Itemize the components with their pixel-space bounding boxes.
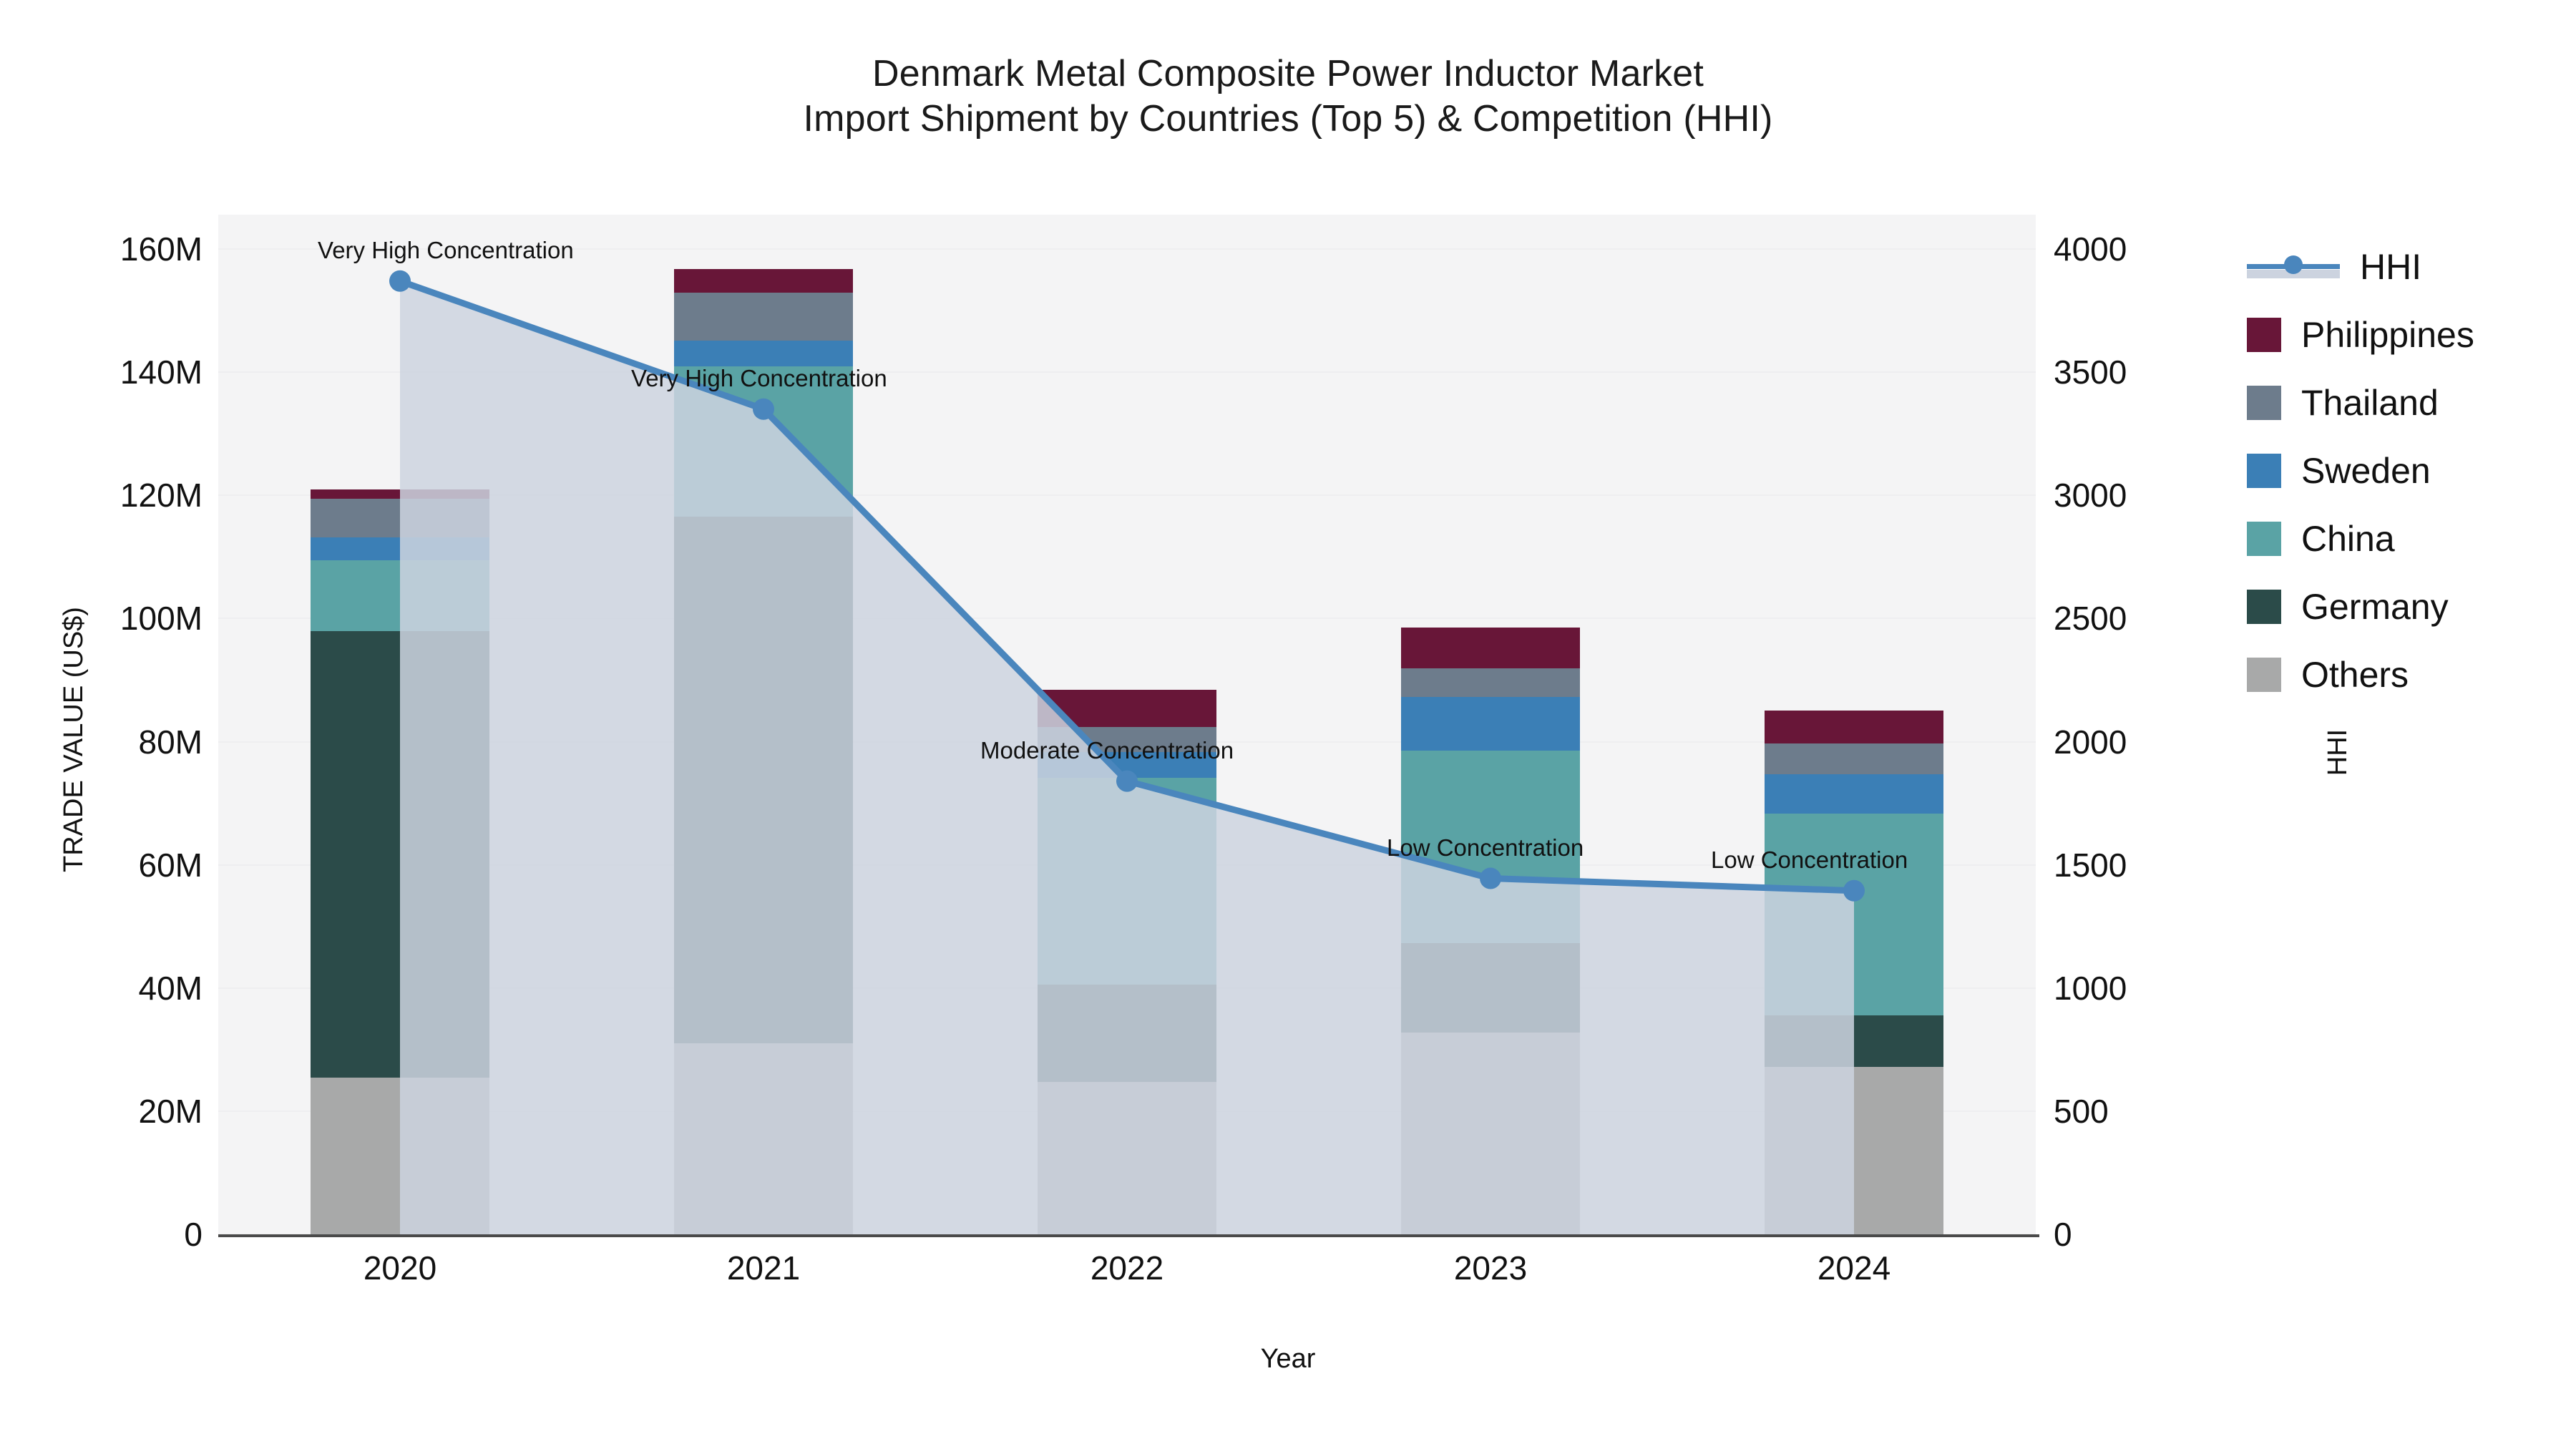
gridline-right (218, 371, 2036, 374)
bar-segment-philippines[interactable] (674, 269, 853, 293)
y-right-tick-3500: 3500 (2054, 353, 2127, 391)
hhi-point-2021[interactable] (753, 398, 774, 420)
legend-label-thailand: Thailand (2301, 382, 2439, 423)
legend-item-sweden[interactable]: Sweden (2247, 436, 2474, 504)
y-left-tick-140M: 140M (119, 353, 203, 391)
gridline-right (218, 618, 2036, 620)
x-axis-line (218, 1234, 2039, 1237)
legend-label-germany: Germany (2301, 586, 2449, 627)
legend: HHI Philippines Thailand Sweden China Germany… (2247, 233, 2474, 708)
x-axis-title: Year (1260, 1344, 1316, 1374)
annotation-2022: Moderate Concentration (980, 736, 1234, 763)
legend-area-swatch (2247, 269, 2340, 278)
title-line-2: Import Shipment by Countries (Top 5) & C… (803, 98, 1773, 140)
x-tick-2020: 2020 (363, 1249, 437, 1287)
hhi-area-fill (400, 280, 1854, 1234)
y-right-tick-2000: 2000 (2054, 723, 2127, 761)
page-title: Denmark Metal Composite Power Inductor M… (0, 52, 2576, 142)
legend-item-thailand[interactable]: Thailand (2247, 369, 2474, 436)
bar-segment-sweden[interactable] (1765, 774, 1943, 814)
bar-segment-philippines[interactable] (1401, 628, 1580, 669)
y-left-tick-100M: 100M (119, 600, 203, 638)
y-right-tick-0: 0 (2054, 1216, 2072, 1253)
y-left-tick-60M: 60M (138, 846, 203, 884)
hhi-point-2022[interactable] (1116, 770, 1138, 792)
annotation-2023: Low Concentration (1387, 834, 1584, 861)
y-right-tick-1000: 1000 (2054, 969, 2127, 1007)
y-left-tick-20M: 20M (138, 1092, 203, 1130)
legend-item-china[interactable]: China (2247, 504, 2474, 572)
gridline-right (218, 248, 2036, 250)
legend-label-hhi: HHI (2360, 246, 2422, 287)
legend-label-sweden: Sweden (2301, 450, 2431, 491)
annotation-2020: Very High Concentration (318, 236, 574, 263)
x-tick-2021: 2021 (726, 1249, 801, 1287)
y-right-tick-3000: 3000 (2054, 477, 2127, 514)
y-left-tick-80M: 80M (138, 723, 203, 761)
legend-swatch-sweden (2247, 453, 2281, 488)
title-line-1: Denmark Metal Composite Power Inductor M… (872, 53, 1704, 94)
y-left-tick-0: 0 (184, 1216, 203, 1253)
bar-segment-thailand[interactable] (1765, 743, 1943, 775)
legend-item-hhi[interactable]: HHI (2247, 233, 2474, 301)
y-left-tick-160M: 160M (119, 230, 203, 268)
legend-item-others[interactable]: Others (2247, 640, 2474, 708)
hhi-series (389, 270, 1865, 1234)
bar-segment-sweden[interactable] (674, 341, 853, 367)
y-axis-right-title: HHI (2323, 728, 2353, 776)
legend-marker-dot-icon (2284, 255, 2303, 274)
y-right-tick-1500: 1500 (2054, 846, 2127, 884)
legend-swatch-philippines (2247, 317, 2281, 352)
y-right-tick-4000: 4000 (2054, 230, 2127, 268)
legend-item-philippines[interactable]: Philippines (2247, 301, 2474, 369)
y-right-tick-2500: 2500 (2054, 600, 2127, 638)
y-axis-left-title: TRADE VALUE (US$) (58, 607, 89, 872)
x-tick-2022: 2022 (1090, 1249, 1164, 1287)
legend-label-others: Others (2301, 654, 2409, 695)
legend-swatch-china (2247, 521, 2281, 556)
legend-line-marker-icon (2247, 250, 2340, 284)
annotation-2021: Very High Concentration (631, 364, 887, 391)
bar-segment-thailand[interactable] (1401, 668, 1580, 697)
legend-swatch-others (2247, 657, 2281, 692)
gridline-right (218, 494, 2036, 497)
x-tick-2023: 2023 (1453, 1249, 1528, 1287)
x-tick-2024: 2024 (1817, 1249, 1891, 1287)
plot-area (218, 215, 2036, 1235)
annotation-2024: Low Concentration (1711, 846, 1908, 873)
legend-label-philippines: Philippines (2301, 314, 2474, 355)
y-right-tick-500: 500 (2054, 1092, 2109, 1130)
legend-swatch-germany (2247, 589, 2281, 624)
hhi-point-2020[interactable] (389, 270, 411, 292)
bar-segment-sweden[interactable] (1401, 696, 1580, 751)
hhi-point-2023[interactable] (1480, 867, 1501, 889)
hhi-point-2024[interactable] (1843, 879, 1865, 902)
y-left-tick-40M: 40M (138, 969, 203, 1007)
legend-label-china: China (2301, 518, 2395, 559)
y-left-tick-120M: 120M (119, 477, 203, 514)
bar-segment-philippines[interactable] (1765, 710, 1943, 744)
legend-swatch-thailand (2247, 385, 2281, 420)
bar-segment-thailand[interactable] (674, 293, 853, 341)
legend-item-germany[interactable]: Germany (2247, 572, 2474, 640)
